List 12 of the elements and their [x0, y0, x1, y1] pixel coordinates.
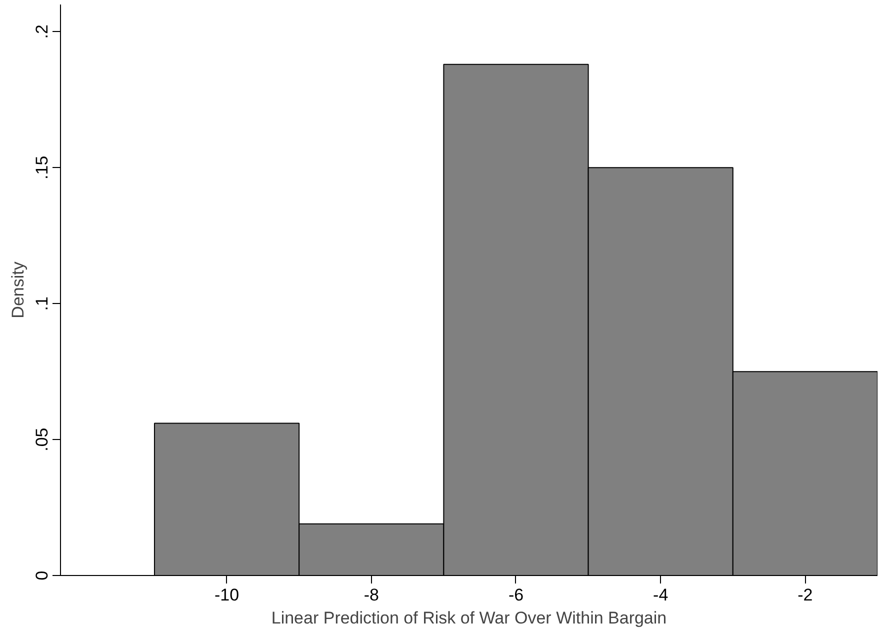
x-axis-title: Linear Prediction of Risk of War Over Within Bargain — [271, 608, 667, 628]
y-tick-label: .15 — [32, 156, 52, 180]
x-tick-label: -10 — [214, 586, 240, 604]
y-axis-title: Density — [8, 261, 28, 318]
y-tick-label: .1 — [32, 296, 52, 311]
x-tick-label: -8 — [364, 586, 379, 604]
y-tick-label: .2 — [32, 24, 52, 39]
y-tick-label: 0 — [32, 570, 52, 580]
y-tick-label: .05 — [32, 428, 52, 452]
x-tick-label: -6 — [508, 586, 524, 604]
x-tick-label: -4 — [653, 586, 668, 604]
x-tick-label: -2 — [798, 586, 813, 604]
